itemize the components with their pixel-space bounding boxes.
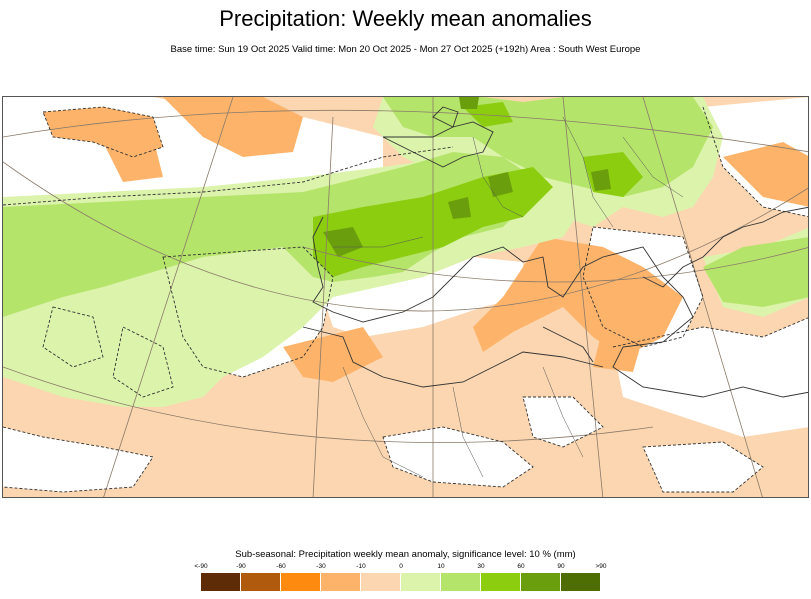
negative-central-med: [593, 327, 643, 372]
negative-east: [723, 142, 808, 207]
legend-swatch-10: [561, 573, 601, 591]
strong-positive-alps: [488, 172, 513, 197]
country-borders: [333, 116, 684, 478]
no-signal-southwest: [3, 427, 153, 492]
no-signal-east-med: [613, 317, 808, 437]
legend-tick-9: 60: [517, 563, 525, 570]
positive-atlantic-band: [3, 152, 533, 317]
anomaly-map: [2, 96, 809, 498]
map-canvas: [3, 97, 808, 497]
legend-tick-6: 0: [399, 563, 403, 570]
no-signal-iberia: [323, 257, 523, 337]
strong-positive-spain: [323, 227, 363, 257]
legend-tick-7: 10: [437, 563, 445, 570]
legend-tick-10: 90: [557, 563, 565, 570]
legend-tick-3: -60: [276, 563, 286, 570]
no-signal-libya: [523, 397, 603, 447]
strong-positive-uk: [459, 97, 479, 109]
strong-positive-adriatic: [591, 169, 611, 191]
page-subtitle: Base time: Sun 19 Oct 2025 Valid time: M…: [170, 44, 641, 55]
negative-italy-med: [473, 237, 683, 357]
legend-tick-1: <-90: [194, 563, 208, 570]
no-signal-egypt: [643, 442, 763, 492]
legend-tick-5: -10: [356, 563, 366, 570]
legend-swatch-4: [321, 573, 361, 591]
page-title: Precipitation: Weekly mean anomalies: [219, 6, 592, 31]
legend-swatch-3: [281, 573, 321, 591]
legend-swatch-8: [481, 573, 521, 591]
negative-atlantic-2: [163, 97, 303, 157]
legend-swatch-2: [241, 573, 281, 591]
legend-title: Sub-seasonal: Precipitation weekly mean …: [235, 549, 576, 560]
negative-morocco: [283, 327, 383, 382]
legend-tick-4: -30: [316, 563, 326, 570]
legend-tick-11: >90: [595, 563, 607, 570]
positive-greece: [703, 237, 808, 307]
legend-swatch-1: [201, 573, 241, 591]
legend-swatch-6: [401, 573, 441, 591]
legend-tick-8: 30: [477, 563, 485, 570]
legend-tick-2: -90: [236, 563, 246, 570]
legend-swatch-9: [521, 573, 561, 591]
no-signal-sahara-1: [383, 427, 533, 487]
significance-contours: [3, 106, 808, 493]
graticule: [3, 97, 808, 497]
strong-positive-france: [448, 197, 471, 219]
negative-atlantic-3: [103, 137, 163, 182]
legend-swatch-5: [361, 573, 401, 591]
legend-swatch-7: [441, 573, 481, 591]
